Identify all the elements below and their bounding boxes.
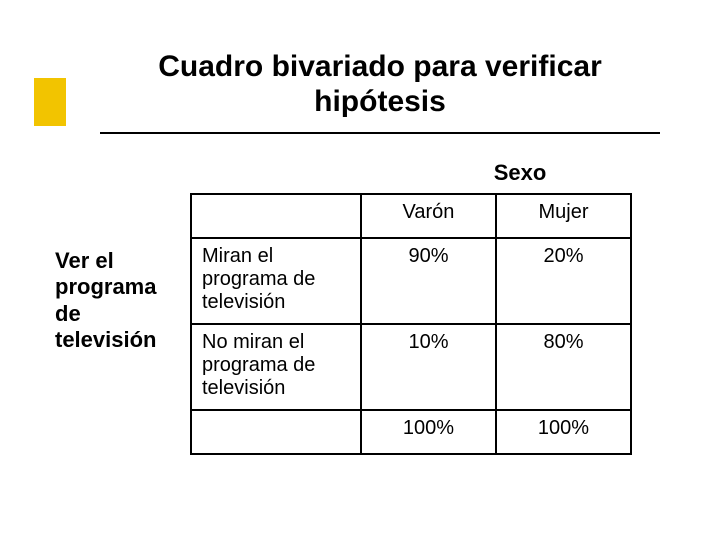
table-row-label: No miran el programa de televisión xyxy=(191,324,361,410)
table-header-cell: Varón xyxy=(361,194,496,238)
table-row-label: Miran el programa de televisión xyxy=(191,238,361,324)
table-header-row: Varón Mujer xyxy=(191,194,631,238)
table-cell: 10% xyxy=(361,324,496,410)
table-cell: 90% xyxy=(361,238,496,324)
table-total-row: 100% 100% xyxy=(191,410,631,454)
bivariate-table: Varón Mujer Miran el programa de televis… xyxy=(190,193,632,455)
table-cell: 100% xyxy=(361,410,496,454)
slide: Cuadro bivariado para verificar hipótesi… xyxy=(0,0,720,540)
table-cell: 80% xyxy=(496,324,631,410)
title-accent-bar xyxy=(34,78,66,126)
table-row: Miran el programa de televisión 90% 20% xyxy=(191,238,631,324)
table-row: No miran el programa de televisión 10% 8… xyxy=(191,324,631,410)
row-group-header: Ver el programa de televisión xyxy=(55,248,185,354)
title-underline xyxy=(100,132,660,134)
slide-title: Cuadro bivariado para verificar hipótesi… xyxy=(100,50,660,119)
table-header-cell xyxy=(191,194,361,238)
table-row-label xyxy=(191,410,361,454)
column-group-header: Sexo xyxy=(395,160,645,186)
table-header-cell: Mujer xyxy=(496,194,631,238)
table-cell: 20% xyxy=(496,238,631,324)
table-cell: 100% xyxy=(496,410,631,454)
